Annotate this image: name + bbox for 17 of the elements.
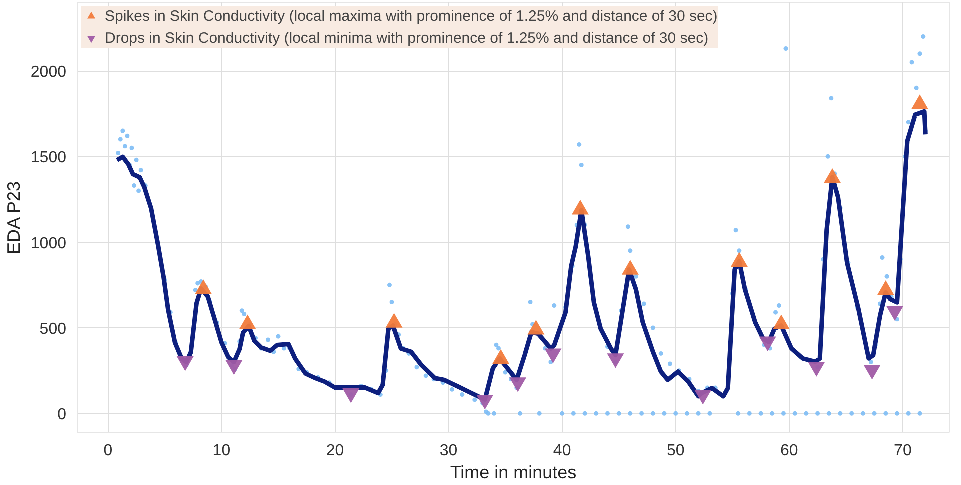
y-tick-label: 500 <box>40 321 67 338</box>
y-axis-title: EDA P23 <box>4 181 24 255</box>
x-tick-label: 70 <box>894 442 912 460</box>
legend-label: Drops in Skin Conductivity (local minima with prominence of 1.25% and distance of 30 sec) <box>105 30 709 46</box>
y-tick-label: 1000 <box>30 235 67 252</box>
y-tick-label: 0 <box>58 406 67 424</box>
y-tick-label: 2000 <box>30 64 67 82</box>
x-tick-label: 20 <box>326 442 344 460</box>
x-axis-title: Time in minutes <box>450 462 577 482</box>
x-tick-label: 60 <box>780 442 798 460</box>
x-tick-label: 30 <box>440 442 458 460</box>
x-tick-label: 0 <box>104 442 113 460</box>
x-tick-label: 50 <box>666 442 685 460</box>
legend-label: Spikes in Skin Conductivity (local maxima with prominence of 1.25% and distance of 30 sec) <box>105 8 718 24</box>
y-tick-label: 1500 <box>30 150 67 167</box>
x-tick-label: 40 <box>553 442 572 460</box>
x-tick-label: 10 <box>212 442 231 460</box>
